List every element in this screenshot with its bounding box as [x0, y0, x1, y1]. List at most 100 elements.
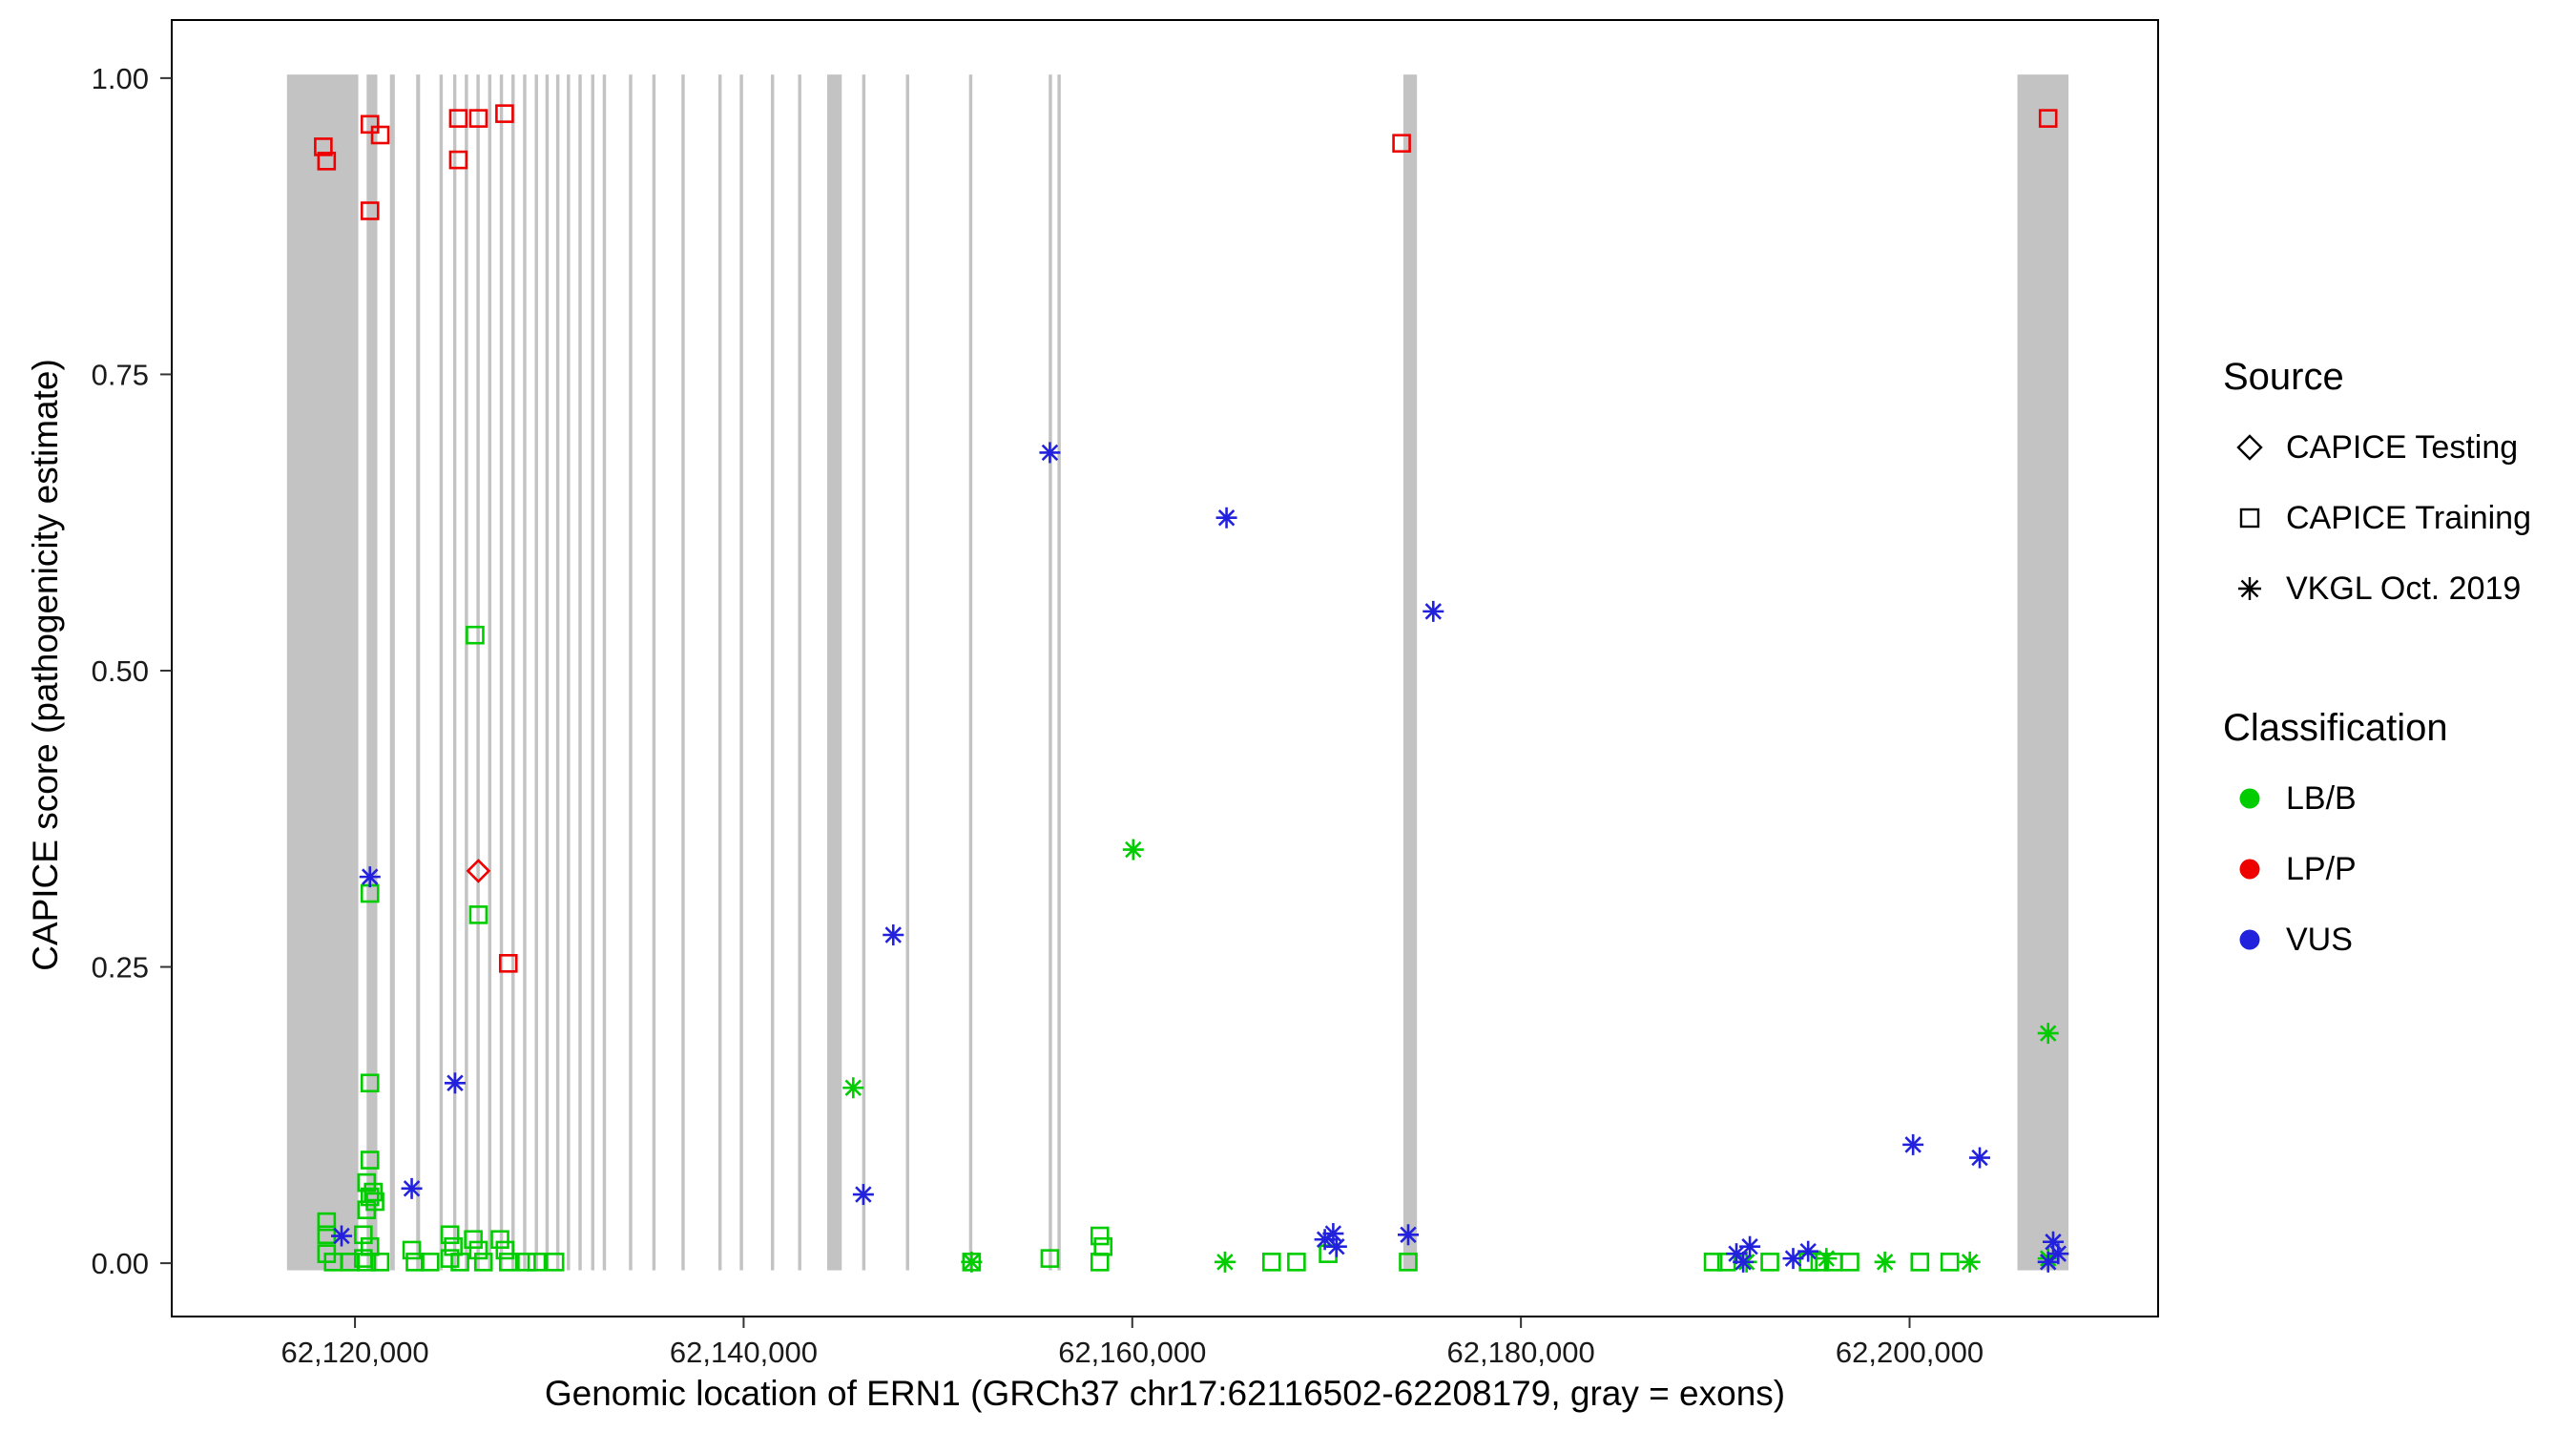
exon-band [591, 74, 595, 1271]
exon-band [1402, 74, 1418, 1271]
exon-band [770, 74, 775, 1271]
panel-border [171, 19, 2159, 1317]
data-point [1090, 1226, 1110, 1246]
data-point-stroke [1328, 1237, 1345, 1255]
exon-band [2017, 74, 2069, 1271]
legend-item-label: CAPICE Testing [2286, 428, 2519, 466]
data-point-stroke [447, 1074, 464, 1091]
y-tick-label: 1.00 [92, 62, 149, 95]
exon-band [681, 74, 685, 1271]
data-point [2047, 1243, 2069, 1265]
data-point [1874, 1251, 1896, 1273]
legend-item-capice-training: CAPICE Training [2223, 483, 2531, 553]
data-point-stroke [1324, 1225, 1342, 1242]
data-point [440, 1249, 460, 1268]
data-point-stroke [1799, 1242, 1817, 1260]
exon-band [717, 74, 722, 1271]
data-point [498, 1253, 518, 1272]
data-point [852, 1184, 874, 1206]
data-point-stroke [1876, 1254, 1894, 1271]
data-point [961, 1251, 983, 1273]
exon-band [545, 74, 550, 1271]
exon-band [523, 74, 527, 1271]
data-point [473, 1253, 493, 1272]
exon-band [476, 74, 480, 1271]
data-point [1399, 1253, 1418, 1272]
data-point [883, 924, 904, 946]
data-point [466, 625, 485, 645]
y-tick-label: 0.00 [92, 1247, 149, 1280]
data-point [1797, 1240, 1819, 1262]
data-point [331, 1225, 353, 1247]
exon-band [629, 74, 633, 1271]
data-point [360, 1151, 380, 1170]
data-point [401, 1177, 423, 1199]
data-point-stroke [1424, 603, 1442, 620]
data-point-stroke [2049, 1245, 2067, 1262]
exon-band [534, 74, 538, 1271]
exon-band [389, 74, 395, 1271]
legend-item-capice-testing: CAPICE Testing [2223, 412, 2531, 483]
x-tick-label: 62,160,000 [1058, 1336, 1206, 1369]
data-point-stroke [2039, 1025, 2057, 1042]
data-point [370, 125, 390, 145]
data-point-stroke [1217, 509, 1236, 527]
data-point [1262, 1253, 1281, 1272]
data-point [450, 1253, 469, 1272]
data-point [448, 109, 468, 128]
y-tick-label: 0.75 [92, 358, 149, 391]
data-point [420, 1253, 440, 1272]
data-point-stroke [1961, 1254, 1979, 1271]
exon-band [827, 74, 842, 1271]
data-point [354, 1225, 373, 1245]
exon-band [602, 74, 607, 1271]
x-tick-label: 62,120,000 [280, 1336, 428, 1369]
green-dot-icon [2239, 788, 2260, 809]
data-point [1423, 600, 1444, 622]
y-axis-title: CAPICE score (pathogenicity estimate) [26, 359, 65, 971]
data-point [360, 1073, 380, 1093]
data-point [527, 1253, 547, 1272]
data-point [1287, 1253, 1306, 1272]
data-point [1090, 1253, 1110, 1272]
data-point [2038, 109, 2058, 128]
exon-band [555, 74, 560, 1271]
data-point-stroke [1728, 1245, 1745, 1262]
exon-band [488, 74, 492, 1271]
exon-band [968, 74, 973, 1271]
data-point [1703, 1253, 1723, 1272]
data-point-stroke [2039, 1254, 2057, 1271]
legend-item-lbb: LB/B [2223, 763, 2448, 834]
exon-band [905, 74, 909, 1271]
data-point-stroke [855, 1186, 872, 1203]
x-tick-label: 62,200,000 [1836, 1336, 1984, 1369]
data-point-stroke [1741, 1237, 1758, 1255]
data-point [495, 104, 514, 123]
data-point [370, 1253, 390, 1272]
data-point [1810, 1253, 1830, 1272]
data-point [1760, 1253, 1779, 1272]
data-point [468, 109, 488, 128]
data-point [490, 1230, 509, 1250]
exon-band [465, 74, 468, 1271]
legend-classification-title: Classification [2223, 707, 2448, 749]
asterisk-icon [2238, 577, 2261, 600]
data-point [314, 137, 333, 156]
legend-item-lpp: LP/P [2223, 834, 2448, 904]
data-point [1840, 1253, 1859, 1272]
data-point [495, 1240, 515, 1260]
legend-classification: Classification LB/B LP/P VUS [2223, 706, 2448, 975]
data-point [359, 866, 381, 888]
data-point [1910, 1253, 1930, 1272]
data-point [2037, 1023, 2059, 1045]
x-tick-label: 62,140,000 [670, 1336, 818, 1369]
data-point [1398, 1224, 1420, 1246]
data-point [1322, 1223, 1344, 1245]
data-point [1902, 1133, 1924, 1155]
data-point [1040, 1249, 1060, 1268]
data-point [1940, 1253, 1960, 1272]
blue-dot-icon [2239, 929, 2260, 950]
exon-band [578, 74, 582, 1271]
